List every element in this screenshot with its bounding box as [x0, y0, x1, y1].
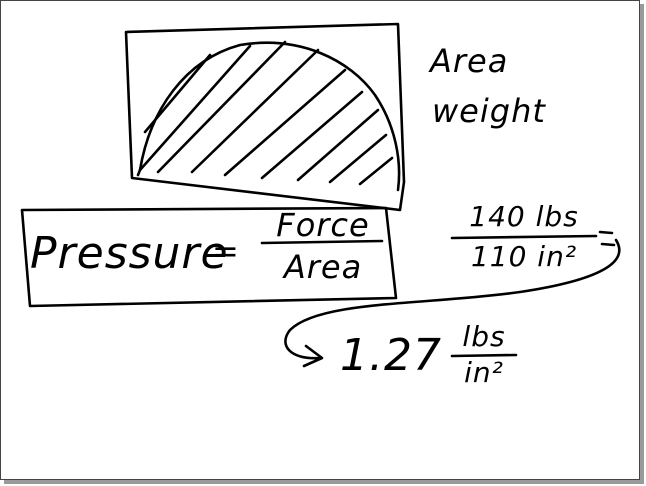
dome-outline — [138, 41, 401, 192]
formula-pressure: Pressure — [30, 228, 229, 279]
calc-fraction-bar — [450, 234, 598, 240]
formula-equals: = — [212, 232, 240, 270]
formula-fraction-bar — [260, 239, 384, 245]
shape-box — [124, 22, 406, 212]
result-unit-numerator: lbs — [462, 320, 506, 353]
calc-denominator: 110 in² — [470, 240, 578, 273]
result-fraction-bar — [450, 353, 518, 358]
result-value: 1.27 — [340, 330, 442, 381]
curved-arrow — [284, 238, 621, 360]
hatch-lines — [138, 40, 394, 186]
formula-area: Area — [283, 248, 363, 286]
formula-box — [20, 206, 398, 308]
whiteboard-canvas — [0, 0, 640, 480]
label-area: Area — [430, 42, 509, 80]
formula-force: Force — [276, 206, 370, 244]
calc-equals: = — [600, 222, 624, 255]
result-unit-denominator: in² — [464, 356, 504, 389]
calc-numerator: 140 lbs — [469, 200, 579, 233]
label-weight: weight — [432, 92, 546, 130]
